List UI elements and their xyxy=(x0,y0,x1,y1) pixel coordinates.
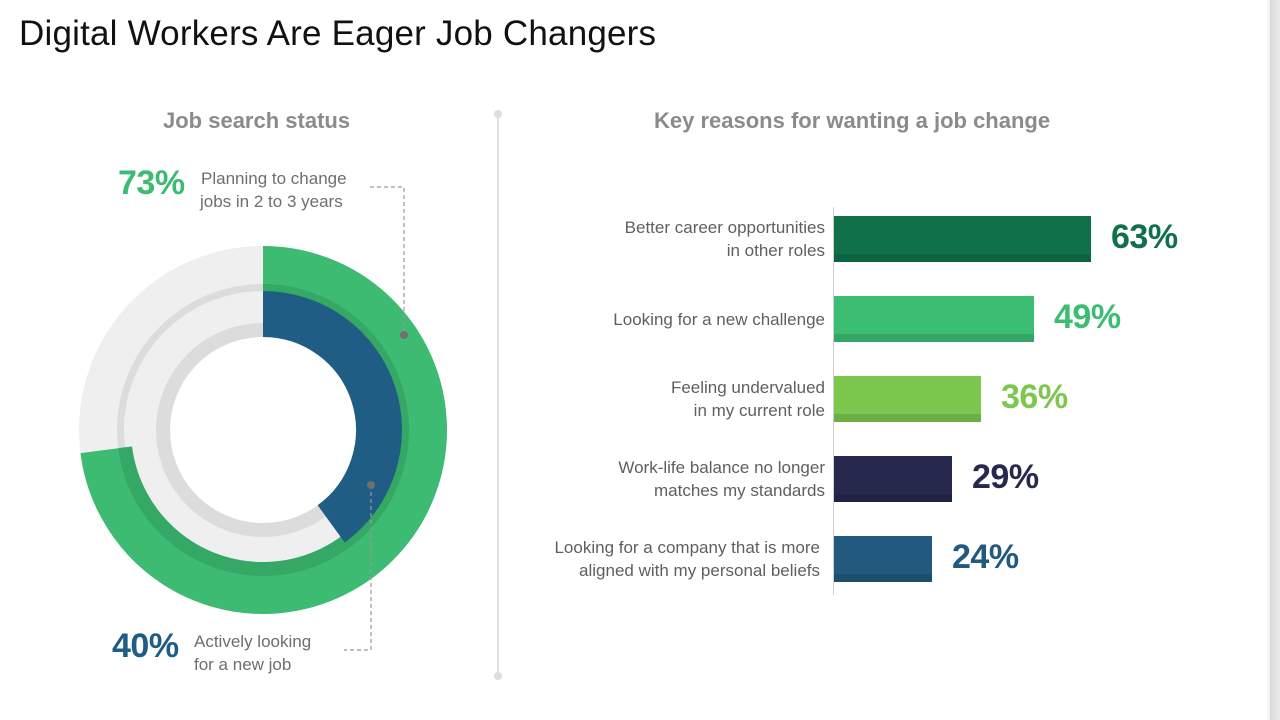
bar-category-label-1: Better career opportunities in other role… xyxy=(525,216,825,262)
active-leader-line xyxy=(344,485,372,651)
bar-4 xyxy=(834,456,952,502)
active-label-line2: for a new job xyxy=(194,655,292,674)
divider-dot-top xyxy=(494,110,502,118)
bar-category-label-line: Work-life balance no longer xyxy=(618,458,825,477)
bar-category-label-line: in my current role xyxy=(693,401,825,420)
bar-shade xyxy=(834,254,1091,262)
active-percent: 40% xyxy=(112,627,179,665)
bar-chart-axis xyxy=(833,207,834,595)
divider-dot-bottom xyxy=(494,672,502,680)
planning-percent: 73% xyxy=(118,164,185,202)
planning-label-line2: jobs in 2 to 3 years xyxy=(200,192,343,211)
bar-shade xyxy=(834,574,932,582)
bar-shade xyxy=(834,334,1034,342)
bar-category-label-line: matches my standards xyxy=(653,481,825,500)
planning-label-line1: Planning to change xyxy=(201,169,347,188)
bar-value-label-2: 49% xyxy=(1054,298,1121,336)
bar-shade xyxy=(834,494,952,502)
bar-category-label-line: Looking for a new challenge xyxy=(613,309,825,329)
page-title: Digital Workers Are Eager Job Changers xyxy=(19,14,657,53)
bar-chart-title: Key reasons for wanting a job change xyxy=(654,108,1051,133)
bar-category-label-line: Feeling undervalued xyxy=(670,378,825,397)
active-label-line1: Actively looking xyxy=(194,632,312,651)
planning-leader-dot xyxy=(400,331,408,339)
bar-shade xyxy=(834,414,981,422)
bar-5 xyxy=(834,536,932,582)
side-shadow xyxy=(1266,0,1270,720)
bar-category-label-3: Feeling undervalued in my current role xyxy=(525,376,825,422)
bar-category-label-line: in other roles xyxy=(726,241,825,260)
bar-value-label-4: 29% xyxy=(972,458,1039,496)
outer-ring-arc xyxy=(80,246,447,614)
donut-rings xyxy=(79,246,447,614)
donut-chart-title: Job search status xyxy=(163,108,351,133)
bar-category-label-line: Better career opportunities xyxy=(624,218,825,237)
bar-category-label-5: Looking for a company that is more aligne… xyxy=(520,536,820,582)
bar-category-label-4: Work-life balance no longer matches my st… xyxy=(525,456,825,502)
bar-category-label-2: Looking for a new challenge xyxy=(525,308,825,331)
bar-value-label-5: 24% xyxy=(952,538,1019,576)
section-divider xyxy=(497,114,499,676)
planning-label: Planning to change jobs in 2 to 3 years xyxy=(200,167,347,213)
bar-value-label-1: 63% xyxy=(1111,218,1178,256)
bar-1 xyxy=(834,216,1091,262)
side-scrollbar[interactable] xyxy=(1270,0,1280,720)
bar-value-label-3: 36% xyxy=(1001,378,1068,416)
donut-leader-lines xyxy=(344,186,408,651)
donut-chart xyxy=(79,186,447,651)
active-label: Actively looking for a new job xyxy=(194,630,311,676)
inner-ring-arc xyxy=(262,291,402,543)
active-leader-dot xyxy=(367,481,375,489)
bar-3 xyxy=(834,376,981,422)
bar-2 xyxy=(834,296,1034,342)
bar-category-label-line: Looking for a company that is more xyxy=(554,538,820,557)
bar-category-label-line: aligned with my personal beliefs xyxy=(579,561,820,580)
